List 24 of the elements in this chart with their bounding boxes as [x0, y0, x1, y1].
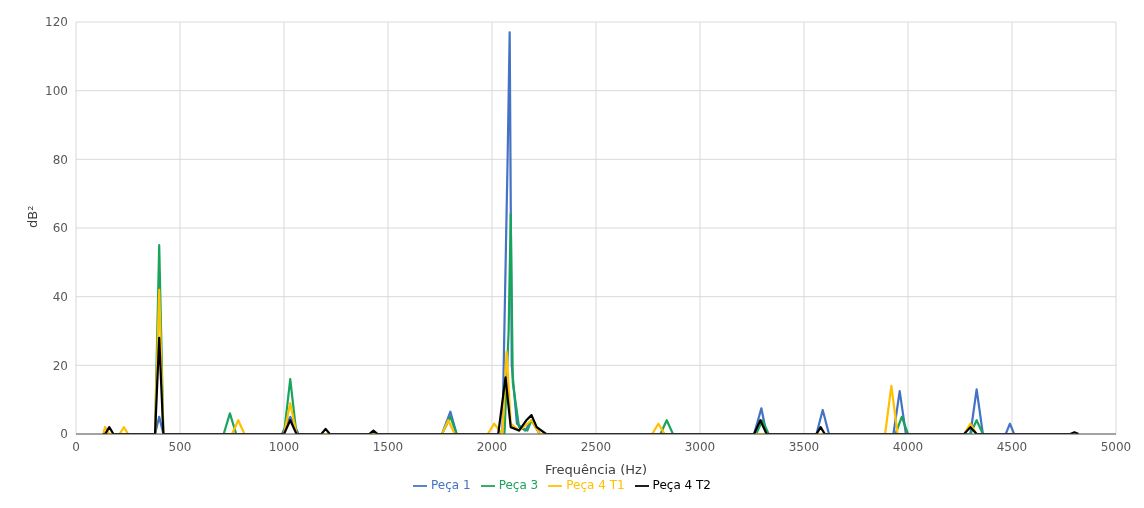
x-tick-label: 500 — [168, 439, 192, 454]
legend-label: Peça 1 — [431, 478, 471, 492]
legend-label: Peça 3 — [498, 478, 539, 492]
y-tick-label: 40 — [52, 289, 68, 304]
y-tick-label: 80 — [52, 152, 68, 167]
y-axis-title: dB² — [24, 205, 40, 228]
x-tick-label: 1500 — [372, 439, 404, 454]
x-axis-title: Frequência (Hz) — [545, 462, 647, 477]
x-tick-label: 2500 — [580, 439, 612, 454]
x-tick-label: 4500 — [996, 439, 1028, 454]
x-tick-label: 1000 — [268, 439, 300, 454]
x-tick-label: 0 — [72, 439, 80, 454]
y-tick-label: 100 — [45, 83, 68, 98]
x-tick-label: 2000 — [476, 439, 508, 454]
y-tick-label: 120 — [45, 15, 68, 30]
legend-label: Peça 4 T2 — [652, 478, 711, 492]
x-tick-label: 4000 — [892, 439, 924, 454]
y-tick-label: 0 — [60, 427, 68, 442]
y-tick-label: 20 — [52, 358, 68, 373]
x-tick-label: 3500 — [788, 439, 820, 454]
legend-label: Peça 4 T1 — [566, 478, 625, 492]
x-tick-label: 3000 — [684, 439, 716, 454]
x-tick-label: 5000 — [1100, 439, 1132, 454]
y-tick-label: 60 — [52, 221, 68, 236]
